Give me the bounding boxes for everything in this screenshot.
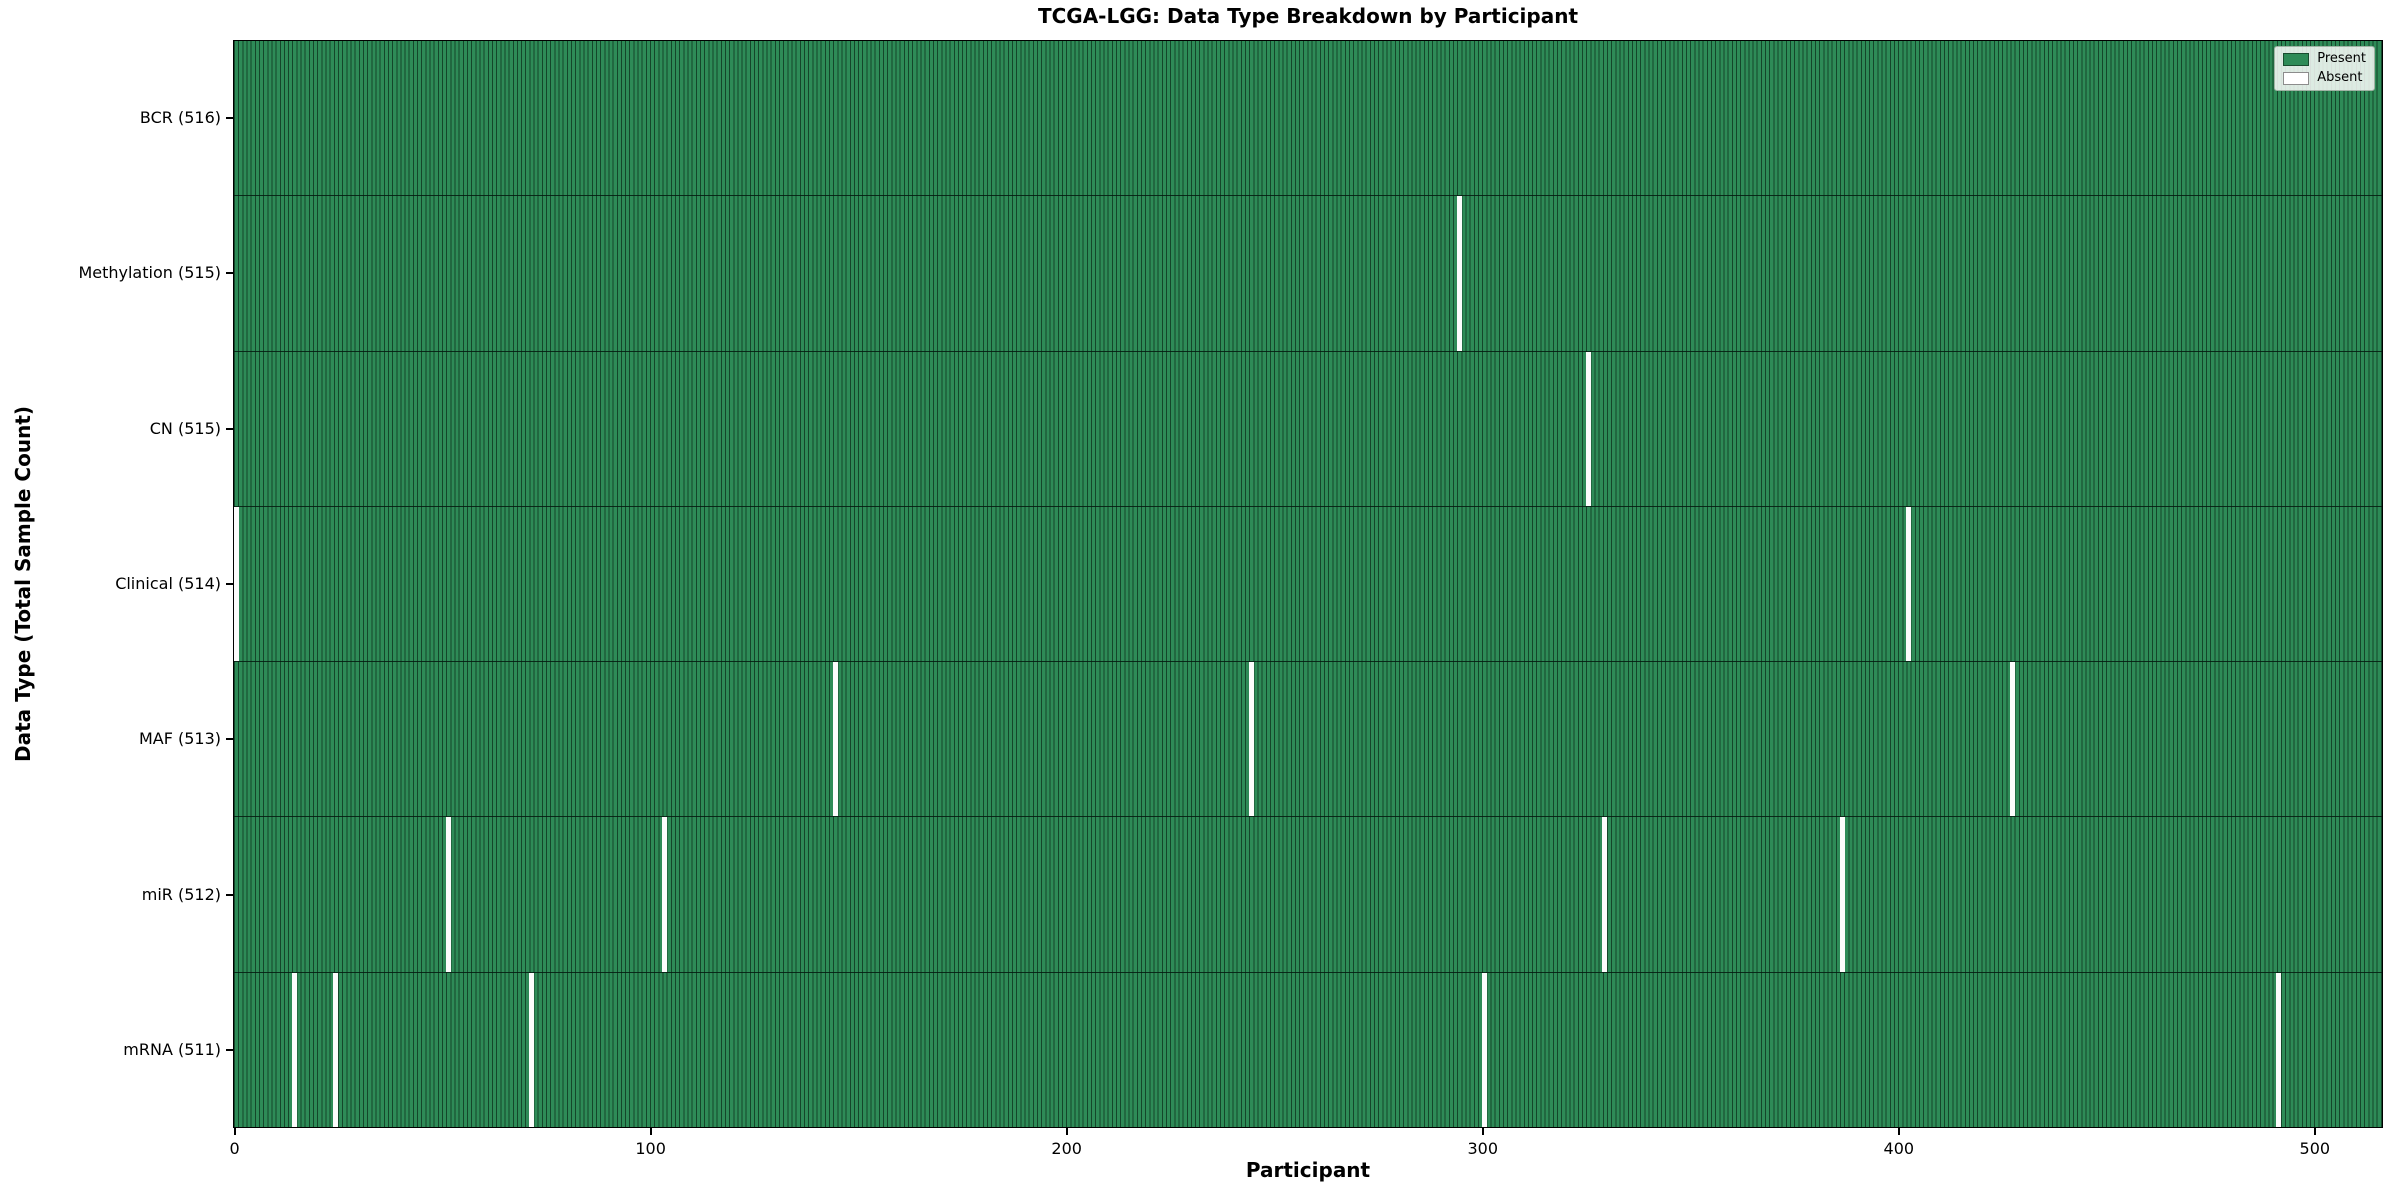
heat-row-Methylation: [234, 196, 2382, 352]
legend-item-present: Present: [2283, 52, 2366, 66]
legend: Present Absent: [2274, 46, 2375, 91]
heat-row-Clinical: [234, 506, 2382, 663]
absent-gap-miR-329: [1602, 817, 1608, 972]
heat-row-CN: [234, 351, 2382, 507]
absent-gap-miR-103: [662, 817, 668, 972]
x-tick-mark-300: [1481, 1128, 1484, 1135]
y-tick-mark-CN: [226, 427, 233, 430]
x-tick-label-200: 200: [1051, 1139, 1082, 1158]
absent-gap-MAF-244: [1248, 662, 1254, 817]
x-tick-mark-0: [233, 1128, 236, 1135]
x-tick-mark-100: [649, 1128, 652, 1135]
absent-gap-miR-386: [1839, 817, 1845, 972]
heat-row-miR: [234, 817, 2382, 973]
absent-gap-Clinical-402: [1906, 506, 1912, 662]
y-tick-label-Clinical: Clinical (514): [115, 574, 221, 593]
x-tick-label-300: 300: [1467, 1139, 1499, 1158]
absent-gap-miR-51: [445, 817, 451, 972]
x-tick-label-0: 0: [229, 1139, 240, 1158]
legend-swatch-icon: [2283, 71, 2310, 85]
legend-label: Absent: [2317, 70, 2363, 85]
y-tick-mark-MAF: [226, 738, 233, 741]
absent-gap-Clinical-0: [234, 506, 239, 662]
heat-row-BCR: [234, 41, 2382, 197]
absent-gap-CN-325: [1585, 351, 1591, 506]
y-tick-label-BCR: BCR (516): [139, 107, 221, 127]
absent-gap-MAF-427: [2010, 662, 2016, 817]
absent-gap-mRNA-14: [291, 972, 297, 1127]
x-tick-label-500: 500: [2299, 1139, 2331, 1158]
x-tick-mark-200: [1065, 1128, 1068, 1135]
chart-title: TCGA-LGG: Data Type Breakdown by Partici…: [1037, 4, 1579, 28]
x-tick-label-100: 100: [635, 1139, 666, 1158]
x-tick-label-400: 400: [1883, 1139, 1915, 1158]
y-tick-label-miR: miR (512): [141, 884, 221, 904]
absent-gap-mRNA-71: [528, 972, 534, 1127]
y-tick-mark-miR: [226, 893, 233, 896]
legend-swatch-icon: [2283, 52, 2310, 66]
absent-gap-mRNA-300: [1481, 972, 1487, 1127]
legend-item-absent: Absent: [2283, 71, 2366, 85]
y-tick-label-MAF: MAF (513): [138, 729, 221, 749]
y-tick-mark-Methylation: [226, 272, 233, 275]
y-tick-label-Methylation: Methylation (515): [78, 263, 221, 283]
heat-row-MAF: [234, 662, 2382, 818]
x-axis-label: Participant: [1245, 1158, 1371, 1182]
absent-gap-Methylation-294: [1456, 196, 1462, 351]
absent-gap-mRNA-491: [2276, 972, 2282, 1127]
x-tick-mark-500: [2313, 1128, 2316, 1135]
y-tick-label-mRNA: mRNA (511): [123, 1040, 221, 1060]
y-tick-labels: BCR (516) Methylation (515) CN (515) Clinic…: [0, 40, 221, 1128]
y-tick-mark-mRNA: [226, 1049, 233, 1052]
absent-gap-mRNA-24: [333, 972, 339, 1127]
y-tick-label-CN: CN (515): [149, 418, 221, 438]
absent-gap-MAF-144: [832, 662, 838, 817]
legend-label: Present: [2317, 51, 2366, 66]
y-tick-mark-Clinical: [226, 583, 233, 585]
plot-area: Present Absent: [233, 40, 2383, 1128]
x-tick-mark-400: [1897, 1128, 1900, 1135]
y-tick-mark-BCR: [226, 116, 233, 119]
heat-row-mRNA: [234, 972, 2382, 1127]
